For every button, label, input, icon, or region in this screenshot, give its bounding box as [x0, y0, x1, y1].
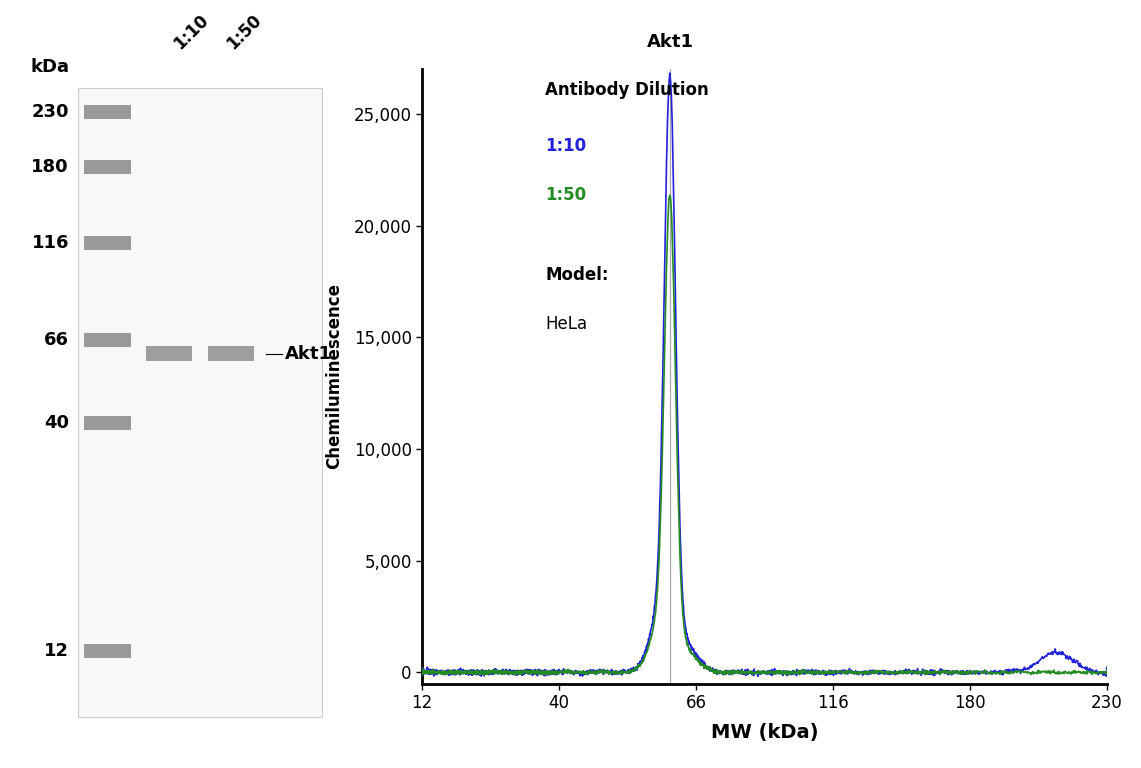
Bar	[146, 346, 193, 361]
Bar	[84, 416, 130, 430]
Text: Akt1: Akt1	[647, 33, 694, 51]
Bar	[84, 104, 130, 118]
X-axis label: MW (kDa): MW (kDa)	[711, 723, 818, 742]
Text: 230: 230	[32, 103, 70, 121]
Text: Model:: Model:	[545, 266, 609, 283]
Bar	[84, 160, 130, 174]
Bar	[84, 644, 130, 657]
Text: 116: 116	[32, 234, 70, 252]
Bar	[208, 346, 254, 361]
Bar	[79, 88, 322, 717]
Text: 180: 180	[32, 158, 70, 176]
Text: 1:50: 1:50	[545, 186, 586, 204]
Text: HeLa: HeLa	[545, 315, 588, 333]
Text: 66: 66	[44, 331, 70, 349]
Text: 1:10: 1:10	[171, 12, 212, 53]
Text: 12: 12	[44, 642, 70, 660]
Bar	[84, 236, 130, 250]
Text: 1:50: 1:50	[224, 12, 265, 53]
Text: 1:10: 1:10	[545, 137, 586, 154]
Text: Akt1: Akt1	[285, 345, 332, 362]
Text: kDa: kDa	[30, 58, 70, 76]
Bar	[84, 333, 130, 347]
Text: Antibody Dilution: Antibody Dilution	[545, 81, 710, 99]
Y-axis label: Chemiluminescence: Chemiluminescence	[325, 283, 342, 469]
Text: 40: 40	[44, 414, 70, 432]
